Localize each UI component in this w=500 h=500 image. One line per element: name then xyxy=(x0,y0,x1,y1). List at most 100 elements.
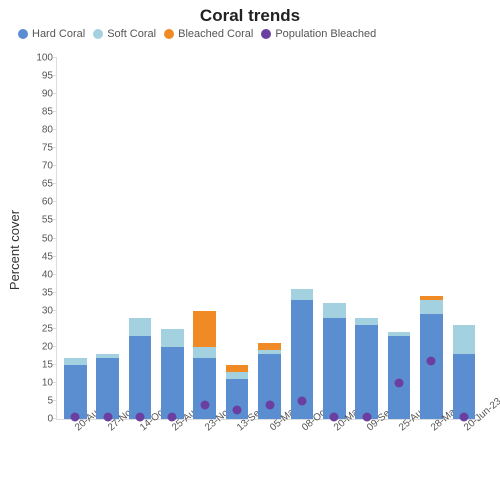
legend-swatch-bleached xyxy=(164,29,174,39)
y-tick-mark xyxy=(53,274,57,275)
bar-segment-bleached xyxy=(258,343,281,350)
y-axis-label: Percent cover xyxy=(7,210,22,290)
stacked-bar xyxy=(193,58,216,419)
bar-segment-soft xyxy=(193,347,216,358)
bar-segment-bleached xyxy=(193,311,216,347)
y-tick-mark xyxy=(53,165,57,166)
y-tick: 35 xyxy=(42,287,57,298)
bar-segment-soft xyxy=(453,325,476,354)
y-tick: 0 xyxy=(47,414,57,425)
plot-area: 20-Aug-0927-Nov-1114-Oct-1225-Aug-1323-N… xyxy=(56,58,482,420)
y-tick-mark xyxy=(53,201,57,202)
stacked-bar xyxy=(355,58,378,419)
bar-segment-soft xyxy=(161,329,184,347)
population-bleached-point xyxy=(200,400,209,409)
stacked-bar xyxy=(96,58,119,419)
bar-segment-soft xyxy=(64,358,87,365)
legend-item-pop: Population Bleached xyxy=(261,28,376,40)
bar-slot: 05-Mar-16 xyxy=(253,58,285,419)
y-tick-mark xyxy=(53,328,57,329)
bar-segment-hard xyxy=(129,336,152,419)
bar-segment-hard xyxy=(355,325,378,419)
bar-slot: 20-Aug-09 xyxy=(59,58,91,419)
bars-container: 20-Aug-0927-Nov-1114-Oct-1225-Aug-1323-N… xyxy=(57,58,482,419)
bar-segment-hard xyxy=(323,318,346,419)
legend-swatch-pop xyxy=(261,29,271,39)
y-tick: 45 xyxy=(42,251,57,262)
y-tick: 75 xyxy=(42,143,57,154)
y-tick-mark xyxy=(53,75,57,76)
bar-slot: 25-Aug-13 xyxy=(156,58,188,419)
y-tick: 20 xyxy=(42,341,57,352)
y-tick: 5 xyxy=(47,395,57,406)
y-tick: 55 xyxy=(42,215,57,226)
stacked-bar xyxy=(161,58,184,419)
y-tick-mark xyxy=(53,57,57,58)
bar-slot: 20-Jun-23 xyxy=(448,58,480,419)
legend-label-hard: Hard Coral xyxy=(32,28,85,40)
y-tick-mark xyxy=(53,346,57,347)
y-tick: 10 xyxy=(42,377,57,388)
y-tick-mark xyxy=(53,93,57,94)
legend-label-soft: Soft Coral xyxy=(107,28,156,40)
y-tick: 100 xyxy=(36,53,57,64)
population-bleached-point xyxy=(395,378,404,387)
bar-slot: 23-Nov-14 xyxy=(189,58,221,419)
y-tick: 25 xyxy=(42,323,57,334)
legend-item-soft: Soft Coral xyxy=(93,28,156,40)
bar-segment-hard xyxy=(96,358,119,419)
bar-segment-hard xyxy=(453,354,476,419)
legend-label-pop: Population Bleached xyxy=(275,28,376,40)
stacked-bar xyxy=(258,58,281,419)
bar-segment-soft xyxy=(226,372,249,379)
y-tick-mark xyxy=(53,364,57,365)
population-bleached-point xyxy=(265,400,274,409)
legend-label-bleached: Bleached Coral xyxy=(178,28,253,40)
y-tick-mark xyxy=(53,310,57,311)
bar-segment-soft xyxy=(129,318,152,336)
stacked-bar xyxy=(453,58,476,419)
stacked-bar xyxy=(129,58,152,419)
bar-slot: 20-May-17 xyxy=(318,58,350,419)
y-tick: 70 xyxy=(42,161,57,172)
y-tick-mark xyxy=(53,219,57,220)
bar-slot: 13-Sep-15 xyxy=(221,58,253,419)
y-tick: 15 xyxy=(42,359,57,370)
bar-segment-hard xyxy=(420,314,443,419)
y-tick-mark xyxy=(53,111,57,112)
y-tick-mark xyxy=(53,418,57,419)
y-tick-mark xyxy=(53,256,57,257)
bar-segment-soft xyxy=(323,303,346,317)
bar-segment-hard xyxy=(161,347,184,419)
legend-swatch-hard xyxy=(18,29,28,39)
bar-segment-soft xyxy=(420,300,443,314)
chart-legend: Hard Coral Soft Coral Bleached Coral Popula… xyxy=(0,26,500,42)
stacked-bar xyxy=(388,58,411,419)
legend-item-hard: Hard Coral xyxy=(18,28,85,40)
bar-slot: 14-Oct-12 xyxy=(124,58,156,419)
y-tick: 65 xyxy=(42,179,57,190)
bar-segment-hard xyxy=(193,358,216,419)
bar-slot: 08-Oct-16 xyxy=(286,58,318,419)
bar-slot: 09-Sep-17 xyxy=(351,58,383,419)
legend-swatch-soft xyxy=(93,29,103,39)
y-tick-mark xyxy=(53,382,57,383)
y-tick-mark xyxy=(53,183,57,184)
y-tick-mark xyxy=(53,400,57,401)
stacked-bar xyxy=(291,58,314,419)
stacked-bar xyxy=(323,58,346,419)
y-tick: 40 xyxy=(42,269,57,280)
y-tick: 30 xyxy=(42,305,57,316)
bar-segment-soft xyxy=(355,318,378,325)
y-tick: 85 xyxy=(42,107,57,118)
y-tick: 50 xyxy=(42,233,57,244)
y-tick-mark xyxy=(53,147,57,148)
bar-segment-hard xyxy=(64,365,87,419)
population-bleached-point xyxy=(427,357,436,366)
stacked-bar xyxy=(226,58,249,419)
population-bleached-point xyxy=(233,405,242,414)
y-tick: 90 xyxy=(42,89,57,100)
stacked-bar xyxy=(64,58,87,419)
bar-segment-bleached xyxy=(226,365,249,372)
bar-slot: 28-Mar-21 xyxy=(415,58,447,419)
